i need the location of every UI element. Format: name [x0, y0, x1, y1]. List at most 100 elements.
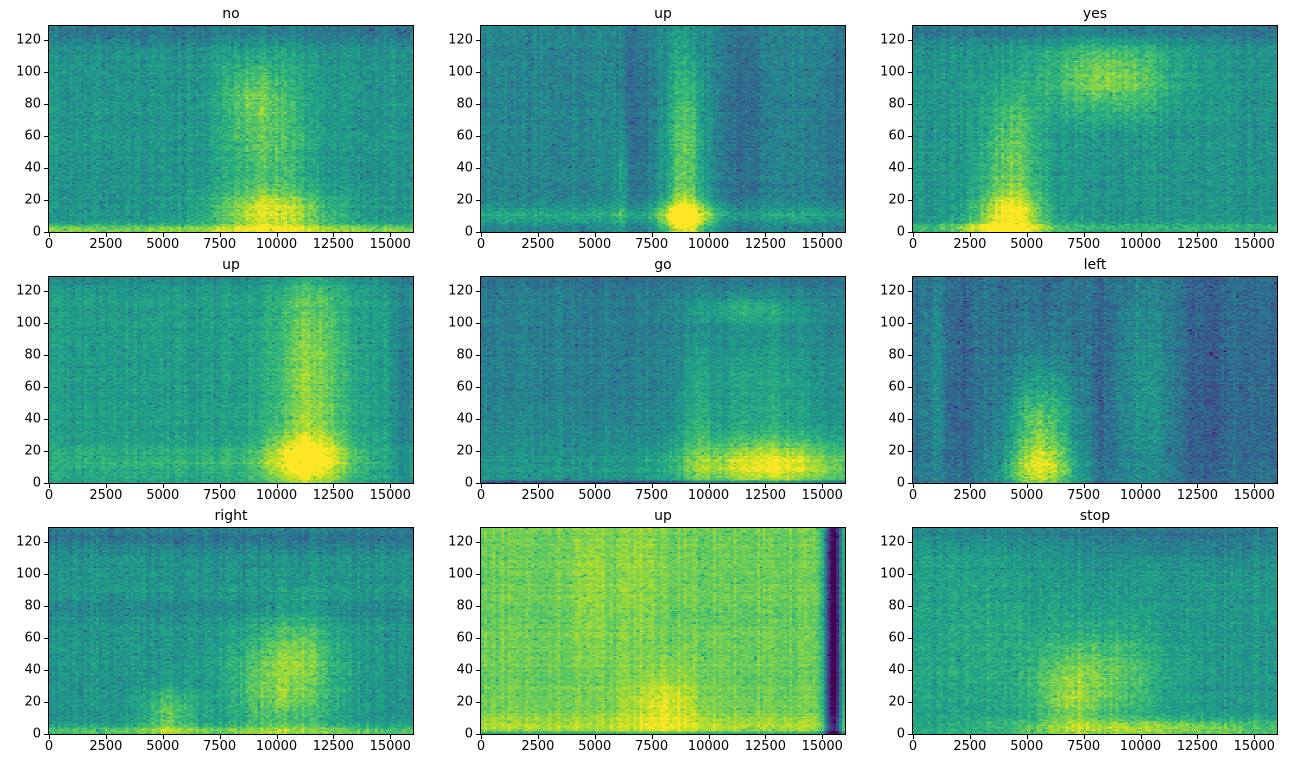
y-tick-mark — [908, 355, 912, 357]
x-tick-mark — [105, 233, 107, 237]
y-tick-label: 40 — [888, 160, 905, 176]
y-tick-label: 0 — [896, 224, 905, 240]
x-tick-mark — [1026, 233, 1028, 237]
x-tick-label: 10000 — [255, 739, 298, 754]
x-tick-mark — [913, 484, 914, 488]
y-tick-label: 40 — [888, 662, 905, 678]
y-tick-mark — [44, 483, 48, 484]
x-tick-label: 2500 — [89, 488, 123, 503]
y-tick-label: 120 — [16, 283, 41, 299]
x-tick-label: 12500 — [312, 488, 355, 503]
y-tick-mark — [476, 670, 480, 672]
x-tick-label: 0 — [908, 739, 918, 754]
y-tick-mark — [908, 323, 912, 325]
y-tick-label: 60 — [24, 128, 41, 144]
y-tick-mark — [908, 136, 912, 138]
y-tick-mark — [44, 291, 48, 293]
y-axis-ticks: 0 20 40 60 80 100 120 — [868, 25, 912, 240]
y-tick-label: 120 — [16, 32, 41, 48]
y-tick-mark — [908, 168, 912, 170]
x-tick-label: 0 — [476, 739, 486, 754]
y-tick-label: 0 — [32, 726, 41, 742]
x-tick-mark — [49, 484, 50, 488]
x-tick-mark — [1197, 484, 1199, 488]
x-tick-label: 5000 — [146, 488, 180, 503]
y-tick-mark — [476, 355, 480, 357]
y-tick-label: 80 — [888, 598, 905, 614]
y-tick-label: 20 — [456, 192, 473, 208]
plot-area: 0 20 40 60 80 100 120 — [868, 276, 1296, 491]
spectrogram-image — [913, 277, 1277, 483]
x-tick-mark — [913, 735, 914, 739]
y-tick-mark — [908, 40, 912, 42]
y-tick-label: 60 — [456, 379, 473, 395]
spectrogram-image — [481, 277, 845, 483]
y-axis-ticks: 0 20 40 60 80 100 120 — [868, 276, 912, 491]
y-tick-label: 60 — [456, 630, 473, 646]
plot-area: 0 20 40 60 80 100 120 — [868, 527, 1296, 742]
y-tick-label: 60 — [888, 128, 905, 144]
x-tick-label: 10000 — [687, 739, 730, 754]
y-tick-label: 80 — [24, 96, 41, 112]
y-tick-mark — [476, 168, 480, 170]
x-tick-mark — [105, 735, 107, 739]
x-tick-label: 12500 — [744, 488, 787, 503]
y-tick-label: 40 — [24, 662, 41, 678]
x-tick-mark — [162, 484, 164, 488]
y-tick-mark — [908, 670, 912, 672]
x-tick-mark — [276, 484, 278, 488]
y-tick-mark — [476, 72, 480, 74]
panel-title: go — [654, 257, 672, 273]
y-tick-label: 120 — [880, 534, 905, 550]
spectrogram-panel-1: up 0 20 40 60 80 100 120 0 2500 5000 7500 10000 125… — [436, 4, 868, 255]
y-tick-mark — [476, 200, 480, 202]
x-tick-label: 7500 — [635, 739, 669, 754]
panel-title: up — [654, 6, 672, 22]
y-tick-label: 100 — [880, 566, 905, 582]
x-tick-mark — [913, 233, 914, 237]
x-tick-label: 15000 — [1233, 237, 1275, 252]
x-tick-mark — [822, 233, 824, 237]
y-tick-label: 0 — [464, 224, 473, 240]
plot-area: 0 20 40 60 80 100 120 — [4, 25, 436, 240]
x-tick-label: 2500 — [953, 237, 987, 252]
axes-frame — [44, 527, 414, 739]
y-tick-mark — [476, 638, 480, 640]
x-tick-mark — [765, 735, 767, 739]
y-tick-mark — [44, 136, 48, 138]
x-tick-mark — [1083, 484, 1085, 488]
x-tick-mark — [537, 484, 539, 488]
x-tick-label: 7500 — [635, 488, 669, 503]
axes-frame — [476, 276, 846, 488]
spectrogram-panel-6: right 0 20 40 60 80 100 120 0 2500 5000 7500 10000… — [4, 506, 436, 757]
y-tick-mark — [476, 574, 480, 576]
y-tick-label: 100 — [16, 315, 41, 331]
x-tick-label: 2500 — [521, 237, 555, 252]
x-tick-mark — [537, 233, 539, 237]
y-tick-mark — [44, 355, 48, 357]
x-tick-mark — [969, 735, 971, 739]
y-tick-mark — [44, 323, 48, 325]
y-tick-mark — [908, 419, 912, 421]
x-tick-mark — [594, 484, 596, 488]
x-tick-mark — [162, 233, 164, 237]
y-tick-mark — [44, 387, 48, 389]
x-tick-label: 5000 — [578, 488, 612, 503]
y-tick-label: 40 — [24, 411, 41, 427]
axes-frame — [476, 25, 846, 237]
x-axis-ticks: 0 2500 5000 7500 10000 12500 15000 — [476, 735, 846, 756]
plot-area: 0 20 40 60 80 100 120 — [868, 25, 1296, 240]
x-tick-mark — [481, 233, 482, 237]
y-tick-mark — [476, 606, 480, 608]
spectrogram-panel-4: go 0 20 40 60 80 100 120 0 2500 5000 7500 10000 125… — [436, 255, 868, 506]
x-tick-label: 7500 — [203, 739, 237, 754]
x-tick-mark — [1254, 484, 1256, 488]
axes-frame — [44, 276, 414, 488]
x-tick-mark — [651, 484, 653, 488]
y-tick-mark — [476, 136, 480, 138]
x-tick-mark — [276, 735, 278, 739]
y-tick-mark — [44, 419, 48, 421]
y-tick-label: 0 — [32, 475, 41, 491]
x-tick-mark — [1197, 735, 1199, 739]
y-tick-label: 80 — [888, 347, 905, 363]
